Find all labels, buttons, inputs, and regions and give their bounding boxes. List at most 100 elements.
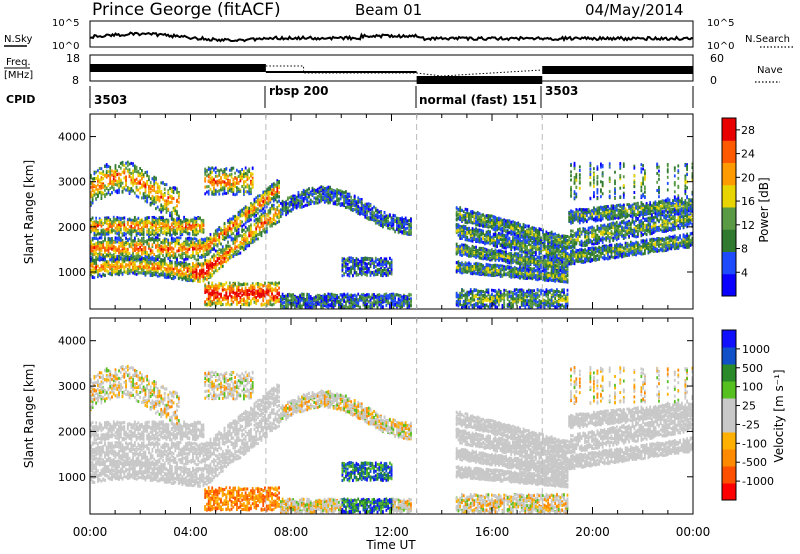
- power-cell: [176, 271, 178, 275]
- power-cell: [308, 201, 310, 205]
- power-cell: [330, 292, 333, 296]
- power-cell: [109, 170, 112, 174]
- power-cell: [339, 193, 342, 197]
- power-cell: [255, 302, 258, 306]
- power-cell: [250, 214, 252, 218]
- power-cell: [223, 283, 226, 287]
- power-cell: [144, 185, 147, 189]
- power-cell: [167, 257, 170, 261]
- power-cell: [121, 238, 124, 242]
- power-cell: [272, 302, 275, 306]
- power-cell: [163, 225, 166, 229]
- power-cell: [142, 225, 145, 229]
- power-cell: [179, 227, 182, 231]
- power-cell: [193, 278, 196, 282]
- power-cell: [107, 223, 110, 227]
- power-cell: [109, 165, 112, 169]
- power-cell: [246, 282, 249, 286]
- power-cell: [172, 221, 175, 225]
- power-cell: [343, 293, 346, 297]
- power-cell: [121, 265, 124, 269]
- power-cell: [234, 234, 236, 238]
- power-cell: [207, 252, 210, 256]
- power-cell: [109, 172, 112, 176]
- power-cell: [119, 256, 122, 260]
- power-cell: [156, 257, 159, 261]
- power-cell: [146, 250, 149, 254]
- power-cell: [142, 251, 145, 255]
- power-cell: [167, 273, 170, 277]
- power-cell: [260, 195, 263, 199]
- power-cell: [95, 170, 98, 174]
- power-cell: [195, 216, 198, 220]
- power-cell: [144, 260, 147, 264]
- power-cell: [220, 232, 222, 236]
- power-cell: [184, 225, 187, 229]
- power-cell: [112, 182, 115, 186]
- power-cell: [107, 188, 110, 192]
- power-cell: [126, 238, 129, 242]
- power-cell: [153, 175, 156, 179]
- power-cell: [223, 191, 226, 195]
- cpid-segment-4: 3503: [545, 84, 578, 98]
- power-cell: [176, 221, 178, 225]
- power-cell: [218, 232, 221, 236]
- power-cell: [193, 228, 196, 232]
- power-cell: [93, 262, 96, 266]
- power-cell: [160, 195, 163, 199]
- power-cell: [183, 247, 185, 251]
- power-cell: [97, 179, 99, 183]
- power-cell: [133, 265, 136, 269]
- power-cell: [155, 236, 157, 240]
- power-cell: [213, 192, 215, 196]
- power-cell: [144, 270, 147, 274]
- power-cell: [216, 298, 219, 302]
- power-cell: [130, 224, 133, 228]
- power-cell: [141, 243, 143, 247]
- power-cell: [142, 223, 145, 227]
- power-cell: [216, 251, 219, 255]
- power-cell: [228, 281, 231, 285]
- power-cell: [202, 279, 205, 283]
- power-cell: [211, 237, 214, 241]
- power-cell: [207, 261, 210, 265]
- power-cell: [93, 177, 96, 181]
- power-cell: [260, 222, 263, 226]
- power-cell: [151, 226, 154, 230]
- power-cell: [125, 229, 127, 233]
- power-cell: [188, 255, 191, 259]
- power-cell: [329, 197, 331, 201]
- power-cell: [91, 185, 94, 189]
- power-cell: [206, 264, 208, 268]
- power-cell: [172, 251, 175, 255]
- power-cell: [109, 263, 112, 267]
- power-cell: [148, 192, 150, 196]
- power-cell: [177, 273, 180, 277]
- power-cell: [218, 235, 221, 239]
- power-cell: [248, 293, 251, 297]
- power-cell: [220, 301, 222, 305]
- power-cell: [232, 296, 235, 300]
- power-cell: [128, 187, 131, 191]
- power-cell: [155, 267, 157, 271]
- power-cell: [111, 224, 113, 228]
- power-cell: [253, 207, 256, 211]
- power-cell: [232, 231, 235, 235]
- power-cell: [341, 298, 344, 302]
- power-cell: [279, 210, 282, 214]
- power-cell: [91, 245, 94, 249]
- power-cell: [244, 292, 247, 296]
- power-cell: [216, 238, 219, 242]
- power-cell: [327, 185, 330, 189]
- power-cell: [220, 227, 222, 231]
- power-cell: [174, 260, 177, 264]
- power-cell: [137, 248, 140, 252]
- power-cell: [153, 262, 156, 266]
- power-cell: [142, 271, 145, 275]
- power-cell: [98, 180, 101, 184]
- power-cell: [116, 240, 119, 244]
- power-cell: [123, 225, 126, 229]
- power-cell: [128, 237, 131, 241]
- power-cell: [102, 244, 105, 248]
- power-cell: [98, 217, 101, 221]
